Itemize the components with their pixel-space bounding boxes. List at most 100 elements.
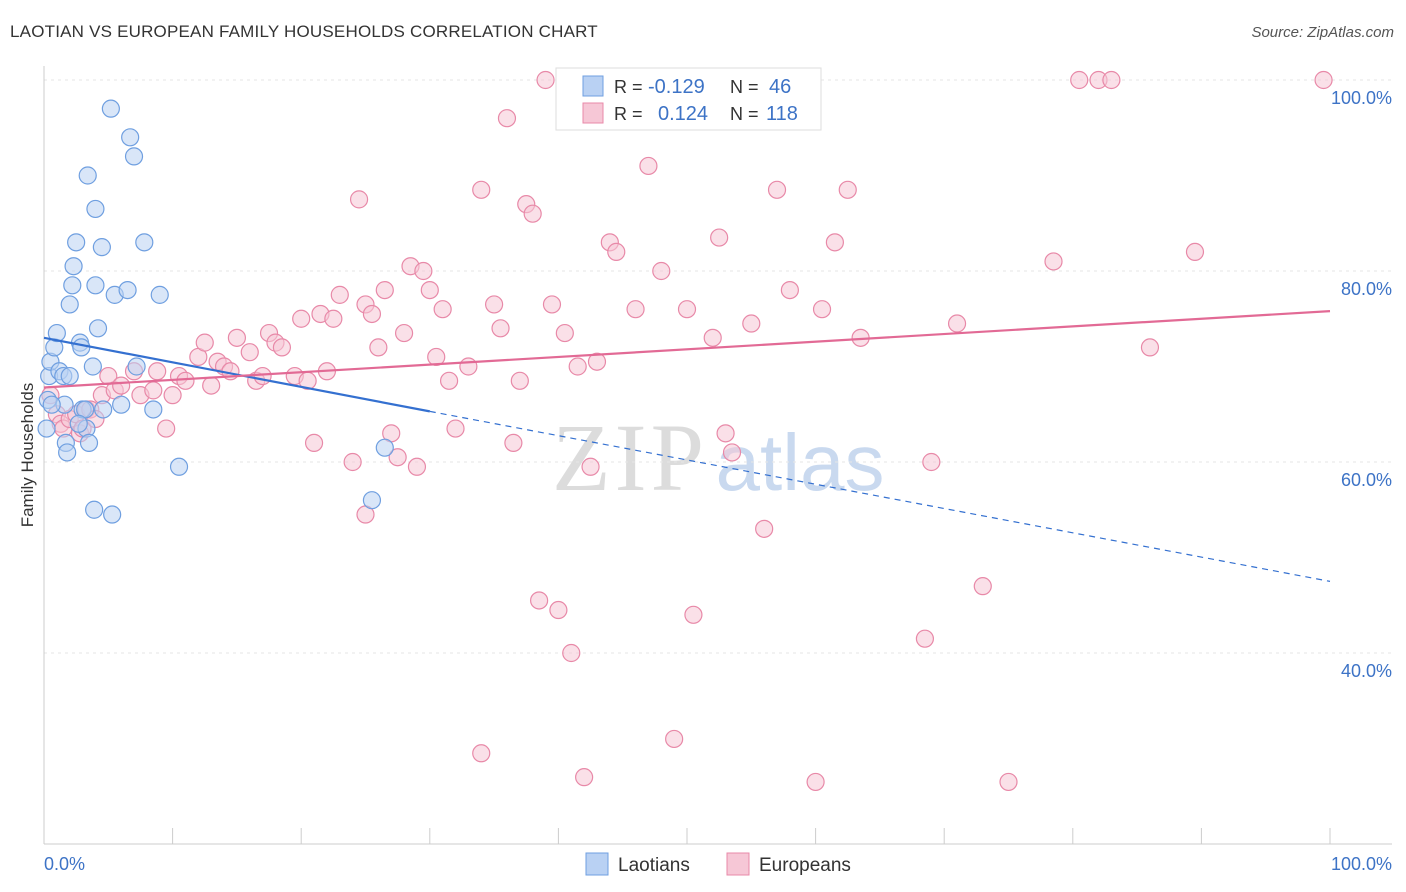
- europeans-point: [202, 376, 221, 395]
- europeans-point: [812, 300, 832, 319]
- y-tick-label: 60.0%: [1341, 470, 1392, 490]
- series-europeans-points: [41, 70, 1333, 792]
- europeans-point: [343, 452, 362, 472]
- legend-label-europeans: Europeans: [759, 855, 851, 876]
- grid: [44, 79, 1392, 654]
- europeans-point: [472, 744, 491, 763]
- europeans-point: [253, 366, 272, 386]
- europeans-point: [710, 228, 729, 247]
- legend-swatch-laotians: [585, 852, 609, 876]
- europeans-point: [362, 304, 382, 324]
- laotians-point: [37, 419, 56, 438]
- europeans-point: [767, 180, 787, 199]
- europeans-point: [703, 328, 722, 347]
- europeans-point: [684, 605, 703, 624]
- legend-label-laotians: Laotians: [618, 855, 690, 876]
- laotians-point: [362, 491, 382, 510]
- laotians-point: [69, 414, 88, 433]
- stats-n-label-laotians: N =: [730, 77, 759, 97]
- europeans-point: [176, 371, 195, 390]
- europeans-point: [722, 443, 742, 462]
- stats-swatch-europeans: [582, 102, 604, 124]
- europeans-point: [1140, 338, 1160, 357]
- laotians-point: [92, 238, 111, 257]
- x-tick-label-min: 0.0%: [44, 854, 85, 874]
- legend-swatch-europeans: [726, 852, 750, 876]
- laotians-point: [64, 257, 83, 276]
- laotians-point: [47, 323, 66, 343]
- europeans-point: [304, 433, 324, 452]
- europeans-point: [536, 70, 555, 90]
- laotians-point: [94, 400, 113, 419]
- laotians-point: [58, 443, 77, 462]
- europeans-point: [555, 323, 574, 343]
- laotians-point: [144, 400, 163, 419]
- europeans-point: [742, 314, 761, 333]
- europeans-point: [922, 452, 941, 472]
- x-axis-ticks: [43, 828, 1331, 844]
- europeans-point: [1102, 70, 1121, 90]
- laotians-point: [103, 505, 122, 524]
- europeans-point: [755, 519, 774, 538]
- europeans-point: [626, 300, 645, 319]
- europeans-point: [581, 457, 600, 476]
- y-axis-title: Family Households: [18, 383, 37, 528]
- laotians-point: [72, 338, 91, 357]
- europeans-point: [639, 156, 658, 176]
- y-axis-labels: 100.0% 80.0% 60.0% 40.0%: [1331, 88, 1392, 681]
- laotians-point: [83, 357, 102, 376]
- europeans-point: [973, 577, 992, 596]
- europeans-point: [716, 424, 735, 443]
- series-laotians-points: [37, 99, 394, 524]
- europeans-point: [1070, 70, 1089, 90]
- europeans-point: [292, 309, 311, 328]
- europeans-point: [825, 233, 844, 252]
- europeans-trend-line: [43, 310, 1331, 389]
- laotians-point: [88, 319, 108, 338]
- europeans-point: [491, 319, 510, 338]
- europeans-point: [504, 433, 523, 452]
- europeans-point: [324, 309, 343, 328]
- europeans-point: [549, 600, 568, 620]
- stats-n-value-laotians: 46: [769, 76, 791, 98]
- stats-n-value-europeans: 118: [766, 103, 798, 125]
- laotians-point: [79, 433, 99, 452]
- europeans-point: [652, 261, 671, 281]
- europeans-point: [369, 338, 388, 357]
- europeans-point: [407, 457, 427, 476]
- europeans-point: [227, 328, 246, 347]
- laotians-point: [121, 128, 140, 147]
- europeans-point: [195, 333, 214, 352]
- europeans-point: [144, 381, 163, 400]
- stats-r-value-europeans: 0.124: [658, 103, 708, 125]
- europeans-point: [542, 295, 562, 314]
- source-credit: Source: ZipAtlas.com: [1251, 24, 1394, 41]
- europeans-point: [485, 295, 504, 314]
- europeans-point: [806, 772, 825, 792]
- laotians-point: [127, 357, 146, 376]
- europeans-point: [349, 190, 369, 209]
- europeans-point: [510, 371, 529, 390]
- europeans-point: [427, 347, 446, 367]
- laotians-point: [112, 395, 131, 414]
- europeans-point: [272, 338, 292, 357]
- laotians-point: [86, 276, 105, 295]
- europeans-point: [497, 109, 517, 128]
- laotians-point: [150, 285, 169, 304]
- watermark-zip: ZIP: [552, 404, 708, 511]
- laotians-point: [60, 295, 79, 314]
- bottom-legend: Laotians Europeans: [585, 852, 851, 876]
- europeans-point: [665, 729, 684, 749]
- watermark: ZIP atlas: [552, 404, 884, 511]
- europeans-point: [394, 323, 414, 343]
- europeans-point: [947, 314, 967, 333]
- europeans-point: [838, 180, 857, 199]
- europeans-point: [915, 629, 935, 648]
- europeans-point: [163, 386, 182, 405]
- europeans-point: [568, 357, 587, 376]
- europeans-point: [240, 343, 259, 362]
- laotians-point: [124, 147, 144, 166]
- europeans-point: [999, 772, 1018, 792]
- europeans-point: [472, 180, 491, 199]
